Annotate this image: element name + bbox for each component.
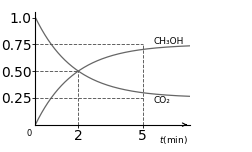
Text: 0: 0	[27, 129, 32, 138]
Text: $t$(min): $t$(min)	[158, 134, 187, 146]
Text: CH₃OH: CH₃OH	[153, 37, 183, 46]
Text: CO₂: CO₂	[153, 96, 170, 105]
